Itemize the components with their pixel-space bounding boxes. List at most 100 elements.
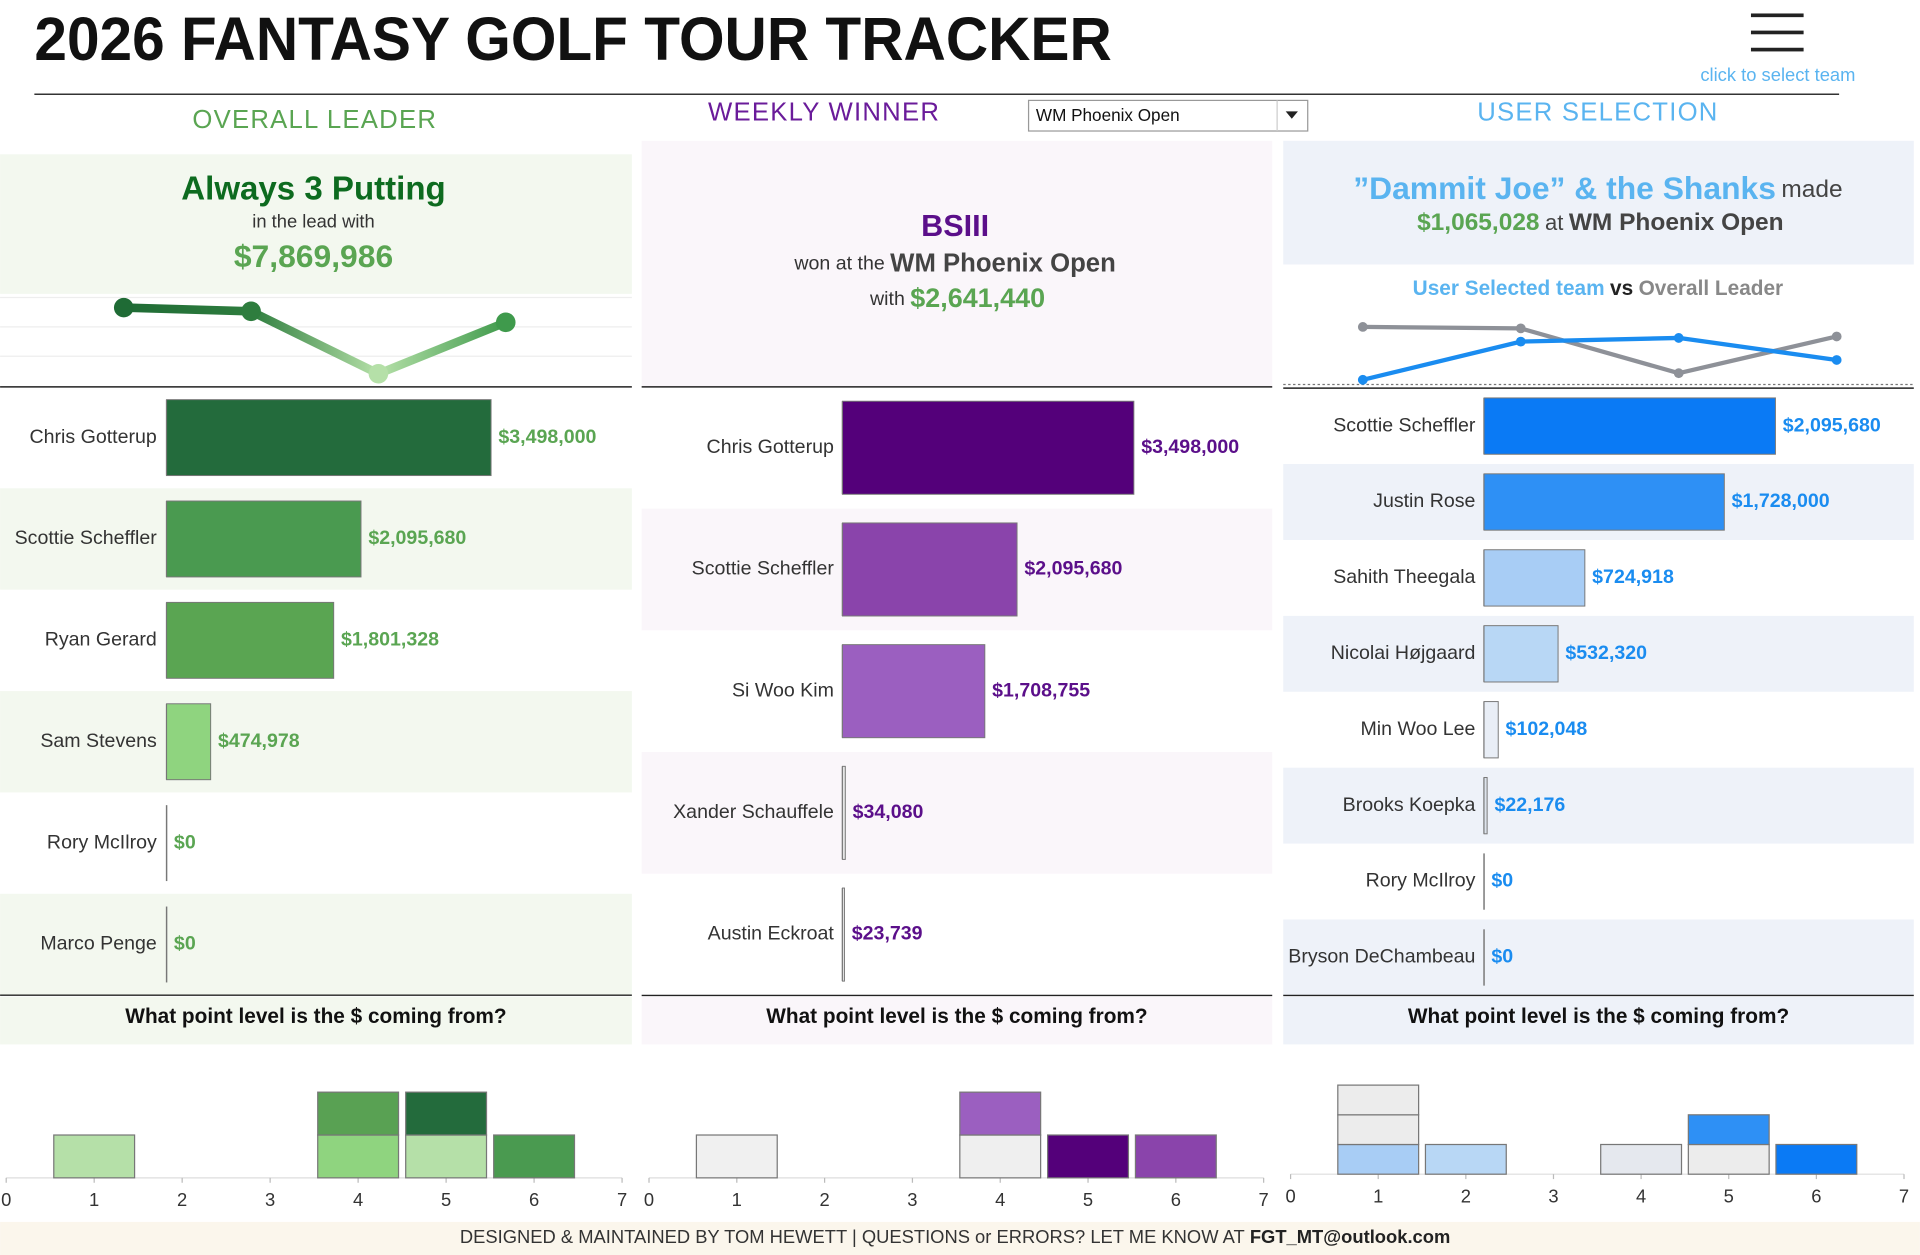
amount: $7,869,986 xyxy=(234,238,393,274)
value-label: $0 xyxy=(1491,946,1513,968)
summary-line: $1,065,028 at WM Phoenix Open xyxy=(1417,210,1784,237)
bar-label: Nicolai Højgaard xyxy=(1331,642,1476,664)
bar-label: Marco Penge xyxy=(40,933,157,955)
x-tick-label: 1 xyxy=(732,1189,742,1210)
x-tick-label: 5 xyxy=(1083,1189,1093,1210)
caption: at xyxy=(1545,210,1563,235)
x-tick-label: 2 xyxy=(1461,1185,1471,1206)
value-label: $102,048 xyxy=(1506,718,1588,740)
value-label: $1,728,000 xyxy=(1732,490,1830,512)
value-label: $2,095,680 xyxy=(1783,414,1881,436)
amount: $1,065,028 xyxy=(1417,210,1539,237)
line-point xyxy=(1357,322,1368,332)
x-tick-label: 0 xyxy=(1,1189,11,1210)
line-point xyxy=(1831,355,1842,365)
team-name: BSIII xyxy=(921,209,989,243)
x-tick-label: 3 xyxy=(265,1189,275,1210)
stack-segment xyxy=(1047,1134,1130,1179)
bar xyxy=(1483,701,1499,759)
bar-label: Scottie Scheffler xyxy=(15,527,158,549)
row-band xyxy=(1283,615,1914,692)
line-point xyxy=(1357,374,1368,385)
line-series xyxy=(1360,324,1839,376)
stack-segment xyxy=(1687,1114,1770,1146)
stack-segment xyxy=(959,1134,1042,1179)
line-chart-title: User Selected team vs Overall Leader xyxy=(1413,276,1783,299)
legend-entry: User Selected team xyxy=(1413,276,1605,299)
line-series xyxy=(1360,335,1839,382)
bar xyxy=(166,399,492,477)
x-tick-label: 3 xyxy=(1548,1185,1558,1206)
stack-segment xyxy=(405,1134,488,1179)
menu-line xyxy=(1750,47,1804,52)
line-point xyxy=(241,301,261,322)
stack-segment xyxy=(53,1134,136,1179)
event-dropdown[interactable]: WM Phoenix Open xyxy=(1027,99,1309,132)
bar xyxy=(1483,549,1586,607)
value-label: $724,918 xyxy=(1592,566,1674,588)
bar-label: Scottie Scheffler xyxy=(692,558,835,580)
dropdown-arrow[interactable] xyxy=(1285,111,1298,119)
bar-label: Austin Eckroat xyxy=(708,923,835,945)
x-tick-label: 3 xyxy=(907,1189,917,1210)
row-band xyxy=(0,691,632,793)
bar-label: Scottie Scheffler xyxy=(1333,414,1476,436)
stack-segment xyxy=(317,1091,400,1136)
chart-title: What point level is the $ coming from? xyxy=(766,1005,1147,1028)
caption: with xyxy=(869,288,905,310)
bar xyxy=(1483,776,1488,835)
bar-label: Chris Gotterup xyxy=(29,426,156,448)
bar-label: Brooks Koepka xyxy=(1343,794,1476,816)
bar xyxy=(841,765,846,860)
dropdown-box[interactable] xyxy=(1027,99,1309,132)
x-tick-label: 7 xyxy=(1899,1185,1909,1206)
line-point xyxy=(1673,368,1684,379)
menu-hint[interactable]: click to select team xyxy=(1700,64,1855,85)
summary-line: ”Dammit Joe” & the Shanks made xyxy=(1353,170,1842,206)
title-band xyxy=(0,996,632,1045)
bar xyxy=(1483,397,1776,455)
title-band xyxy=(641,996,1273,1045)
row-band xyxy=(0,893,632,996)
footer-bg xyxy=(0,1221,1920,1255)
value-label: $2,095,680 xyxy=(368,527,466,549)
line-point xyxy=(1673,333,1684,343)
line-point xyxy=(1515,336,1526,347)
bar xyxy=(841,644,986,739)
x-tick-label: 4 xyxy=(995,1189,1005,1210)
x-tick-label: 7 xyxy=(1259,1189,1269,1210)
stack-segment xyxy=(1687,1143,1770,1175)
bar-label: Ryan Gerard xyxy=(45,629,157,651)
footer-note: DESIGNED & MAINTAINED BY TOM HEWETT | QU… xyxy=(460,1226,1245,1247)
line-series xyxy=(119,303,511,379)
value-label: $22,176 xyxy=(1494,794,1565,816)
value-label: $0 xyxy=(174,933,196,955)
value-label: $23,739 xyxy=(852,923,923,945)
value-label: $1,708,755 xyxy=(992,679,1090,701)
dropdown-value[interactable]: WM Phoenix Open xyxy=(1036,105,1180,125)
value-label: $2,095,680 xyxy=(1024,558,1122,580)
title-band xyxy=(1283,996,1914,1045)
bar xyxy=(1483,625,1559,683)
line-point xyxy=(495,312,516,333)
bar xyxy=(166,601,335,679)
bar-label: Xander Schauffele xyxy=(673,801,834,823)
amount: $2,641,440 xyxy=(910,283,1045,313)
caption: made xyxy=(1781,176,1842,203)
x-tick-label: 5 xyxy=(1724,1185,1734,1206)
bar xyxy=(841,887,845,982)
value-label: $0 xyxy=(1491,870,1513,892)
stack-segment xyxy=(1337,1143,1420,1175)
x-tick-label: 6 xyxy=(1811,1185,1821,1206)
x-tick-label: 2 xyxy=(820,1189,830,1210)
line-point xyxy=(1831,331,1842,342)
page-title: 2026 FANTASY GOLF TOUR TRACKER xyxy=(34,5,1111,73)
value-label: $3,498,000 xyxy=(498,426,596,448)
x-tick-label: 6 xyxy=(529,1189,539,1210)
footer-email: FGT_MT@outlook.com xyxy=(1250,1226,1450,1247)
team-name: ”Dammit Joe” & the Shanks xyxy=(1353,170,1776,206)
stack-segment xyxy=(1775,1143,1858,1175)
menu-button[interactable] xyxy=(1745,6,1812,61)
bar-label: Si Woo Kim xyxy=(732,679,834,701)
bar-label: Sahith Theegala xyxy=(1333,566,1475,588)
